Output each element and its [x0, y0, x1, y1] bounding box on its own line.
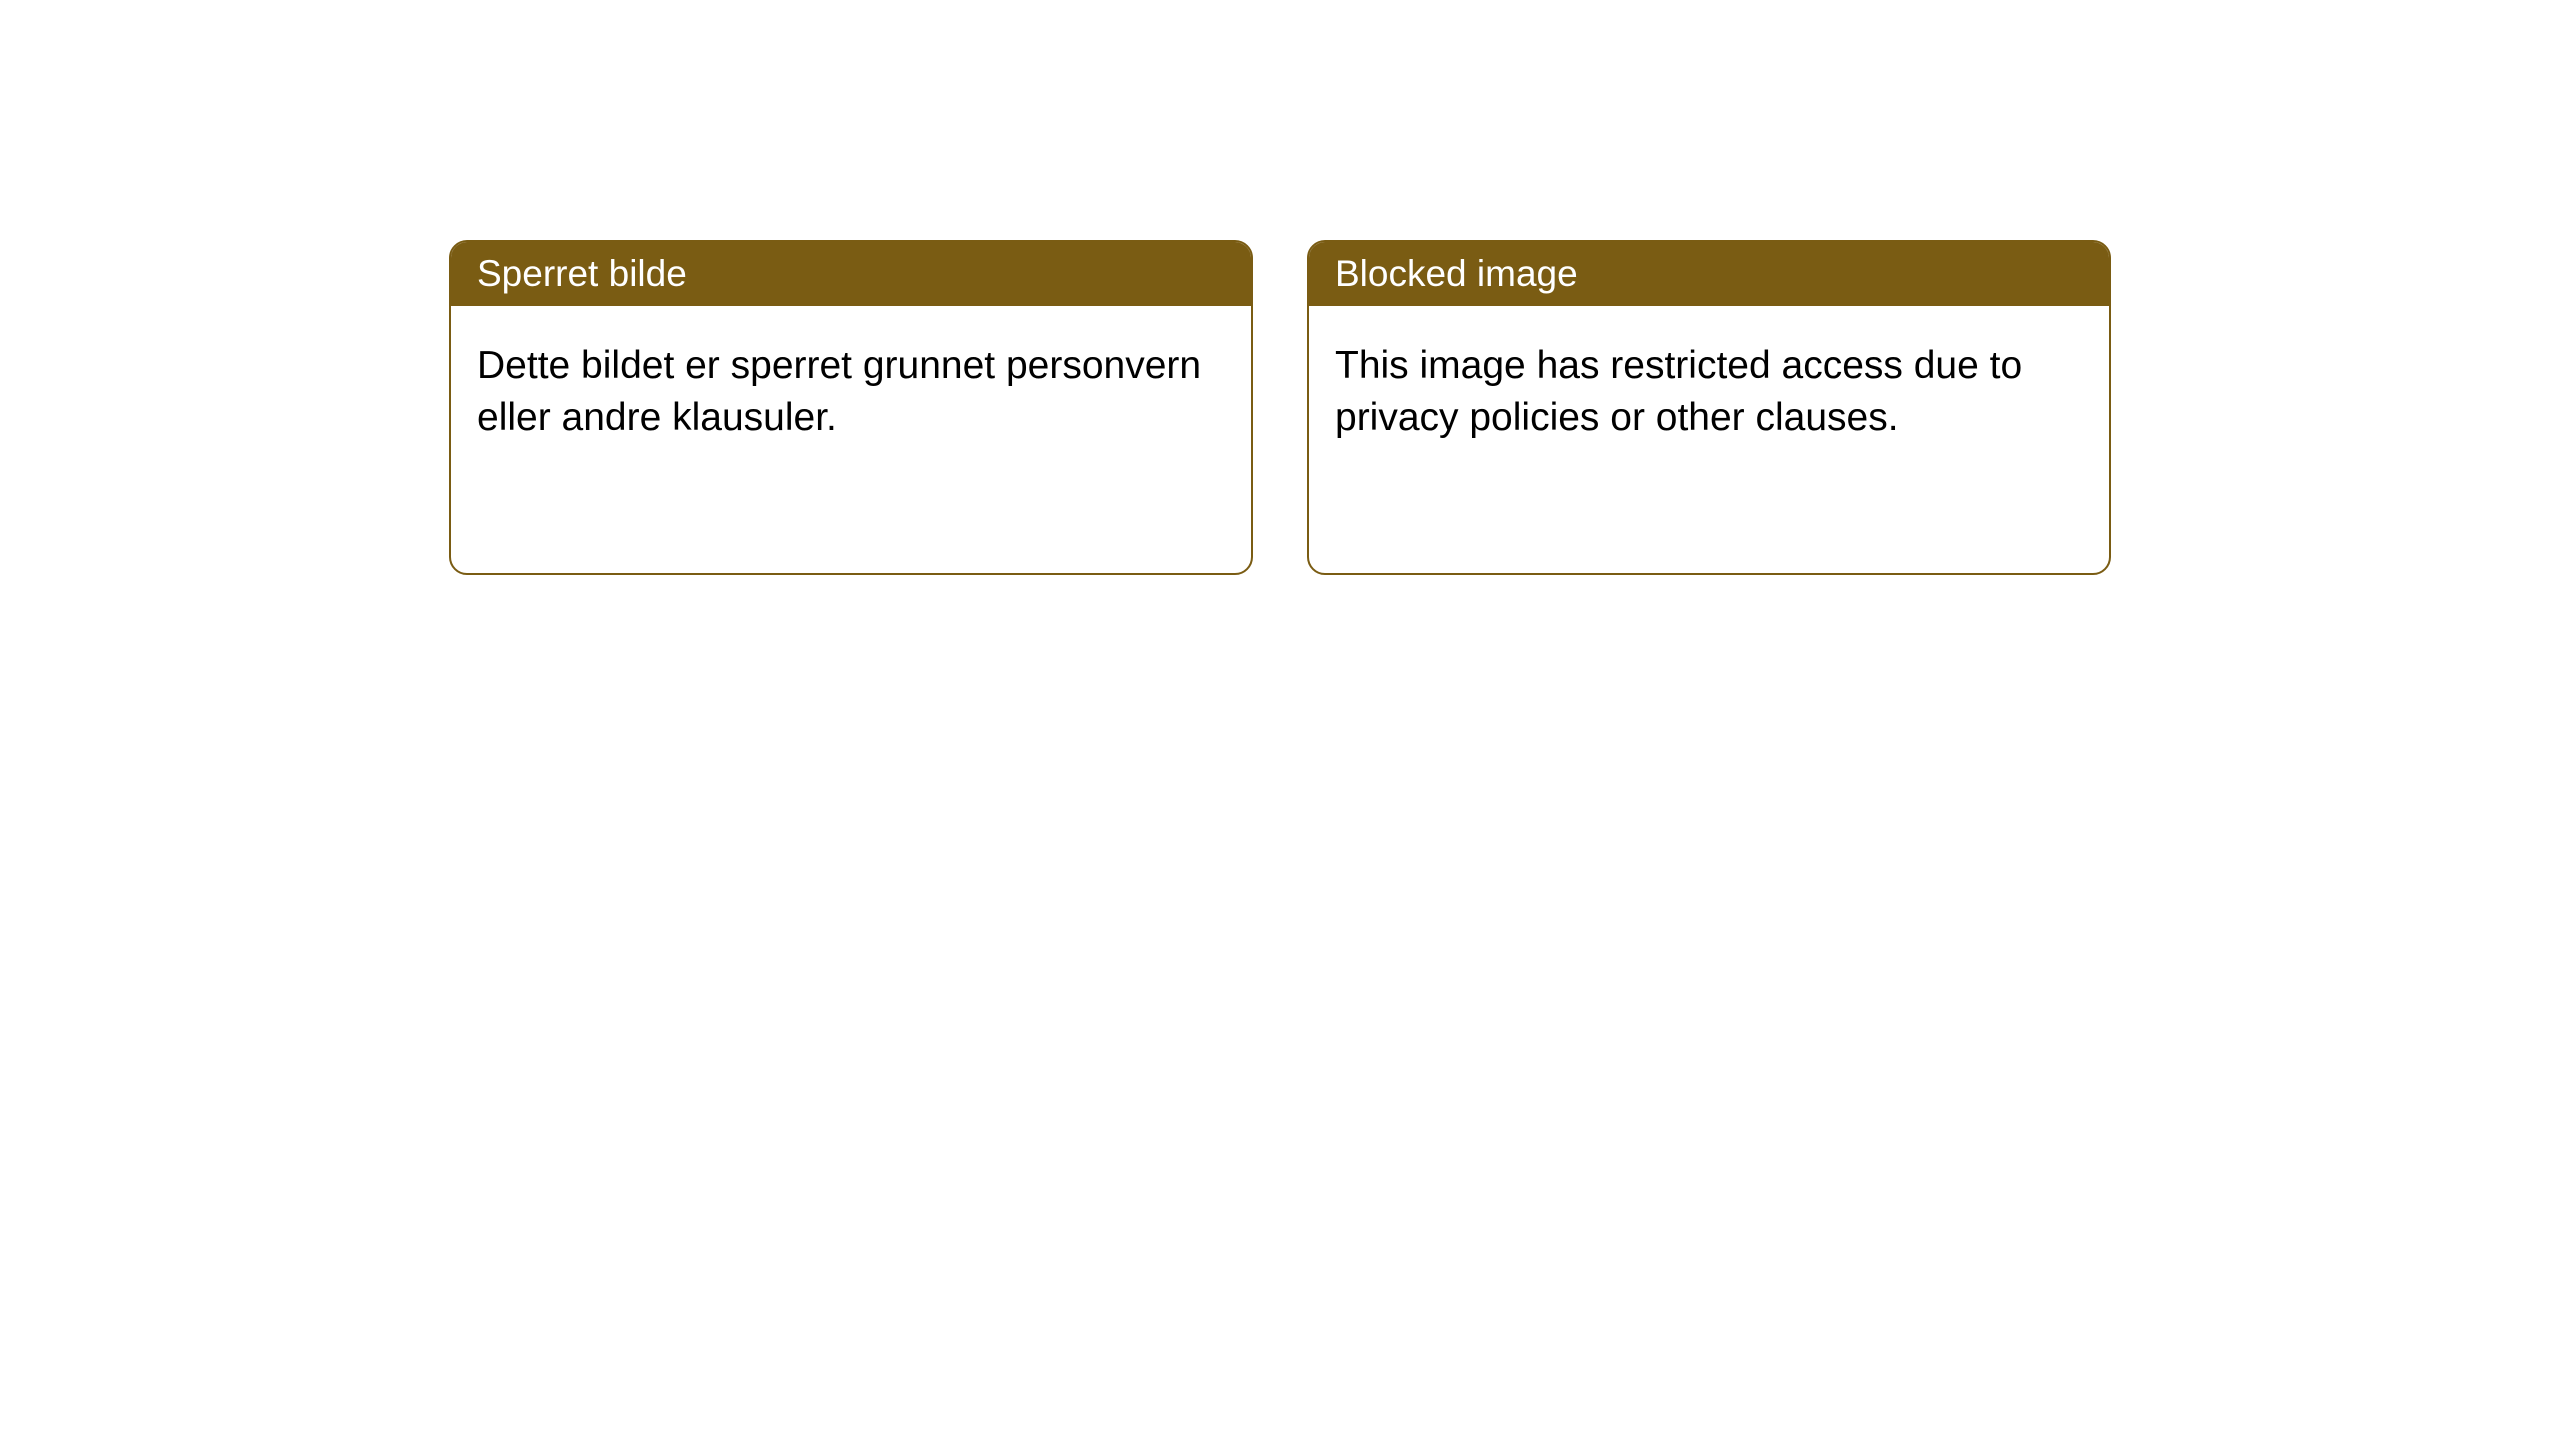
notice-body: This image has restricted access due to …	[1309, 306, 2109, 477]
notice-header: Blocked image	[1309, 242, 2109, 306]
notice-body: Dette bildet er sperret grunnet personve…	[451, 306, 1251, 477]
notice-title: Sperret bilde	[477, 253, 687, 294]
notice-card-norwegian: Sperret bilde Dette bildet er sperret gr…	[449, 240, 1253, 575]
notice-message: This image has restricted access due to …	[1335, 344, 2022, 438]
notice-message: Dette bildet er sperret grunnet personve…	[477, 344, 1201, 438]
notice-card-english: Blocked image This image has restricted …	[1307, 240, 2111, 575]
notice-title: Blocked image	[1335, 253, 1578, 294]
notice-container: Sperret bilde Dette bildet er sperret gr…	[0, 0, 2560, 575]
notice-header: Sperret bilde	[451, 242, 1251, 306]
